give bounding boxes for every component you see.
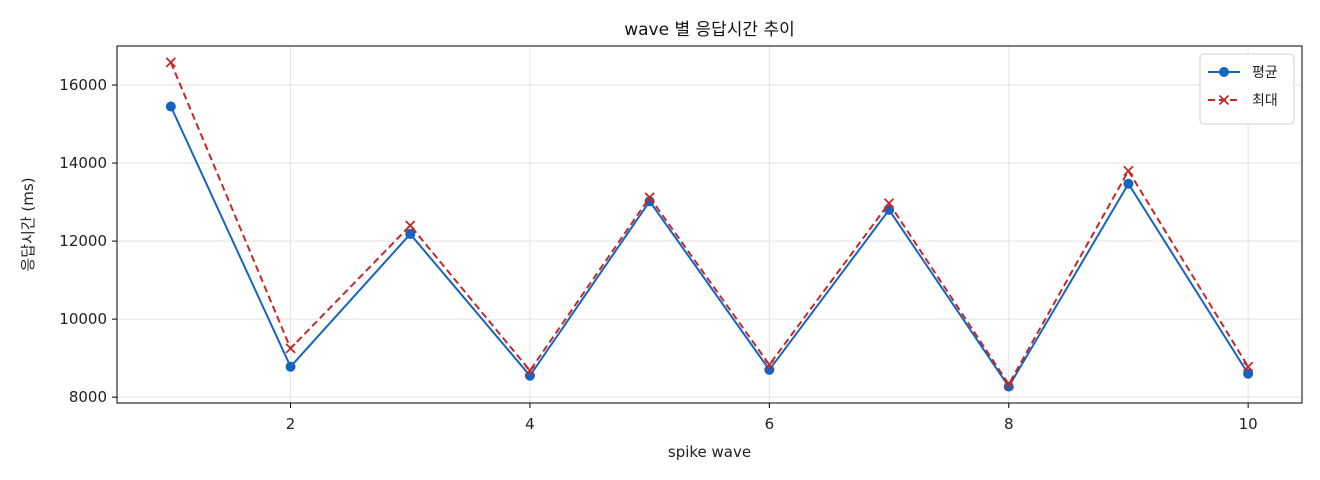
series-1-point: [285, 361, 296, 372]
plot-frame: [116, 45, 1303, 404]
x-tick-label: 4: [525, 415, 535, 433]
legend-label-2: 최대: [1252, 93, 1278, 109]
y-tick-label: 10000: [59, 310, 107, 328]
legend-marker-circle: [1219, 67, 1229, 77]
x-tick-label: 2: [286, 415, 296, 433]
series-layer: [165, 57, 1254, 392]
series-line-2: [169, 62, 1249, 386]
y-tick-label: 12000: [59, 232, 107, 250]
y-tick-label: 8000: [69, 388, 107, 406]
y-tick-label: 16000: [59, 76, 107, 94]
series-2-point: [285, 343, 296, 354]
x-tick-label: 10: [1239, 415, 1258, 433]
series-1-point: [1123, 178, 1134, 189]
series-2-point: [883, 198, 895, 209]
series-1-point: [1243, 368, 1254, 379]
legend-marker-x: [1218, 94, 1230, 106]
series-2-point: [165, 57, 177, 68]
x-axis-title: spike wave: [668, 443, 751, 461]
series-1-point: [405, 229, 416, 240]
series-2-point: [764, 359, 775, 370]
series-2-point: [644, 192, 655, 203]
y-axis-ticks: 8000 10000 12000 14000 16000: [59, 76, 117, 406]
chart-title: wave 별 응답시간 추이: [624, 20, 795, 40]
series-2-point: [524, 365, 536, 376]
y-axis-title: 응답시간 (ms): [19, 177, 37, 271]
series-1-point: [764, 364, 775, 375]
series-2-point: [1123, 165, 1134, 176]
series-2-point: [1003, 379, 1014, 390]
grid-lines: [117, 46, 1302, 403]
x-tick-label: 8: [1004, 415, 1014, 433]
x-tick-label: 6: [765, 415, 775, 433]
x-axis-ticks: 2 4 6 8 10: [286, 403, 1258, 433]
y-tick-label: 14000: [59, 154, 107, 172]
series-1-point: [524, 370, 535, 381]
series-1-point: [1003, 381, 1014, 392]
series-line-1: [169, 106, 1249, 388]
series-2-point: [405, 220, 416, 231]
series-1-point: [165, 101, 176, 112]
legend-label-1: 평균: [1252, 65, 1278, 81]
series-2-point: [1243, 361, 1254, 372]
legend-box: [1199, 53, 1295, 125]
